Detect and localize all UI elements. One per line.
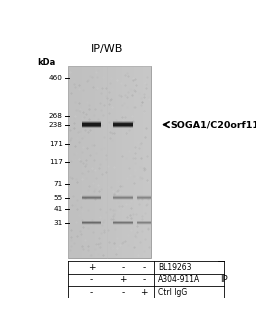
Bar	[97, 66, 99, 258]
Text: +: +	[88, 263, 95, 272]
Bar	[136, 66, 138, 258]
Bar	[91, 66, 93, 258]
Bar	[103, 66, 105, 258]
Text: 31: 31	[54, 220, 63, 225]
Text: A304-911A: A304-911A	[158, 275, 200, 284]
Bar	[105, 66, 107, 258]
Bar	[122, 66, 124, 258]
Bar	[132, 66, 134, 258]
Bar	[141, 66, 143, 258]
Bar	[145, 66, 147, 258]
Text: 41: 41	[54, 206, 63, 212]
Bar	[124, 66, 126, 258]
Text: -: -	[90, 288, 93, 297]
Bar	[149, 66, 151, 258]
Text: -: -	[143, 275, 146, 284]
Text: 171: 171	[49, 141, 63, 147]
Bar	[78, 66, 80, 258]
Bar	[107, 66, 109, 258]
Bar	[134, 66, 136, 258]
Bar	[68, 66, 70, 258]
Text: IP: IP	[220, 275, 227, 284]
Text: 71: 71	[54, 181, 63, 187]
Bar	[76, 66, 78, 258]
Bar	[126, 66, 128, 258]
Bar	[128, 66, 130, 258]
Text: 55: 55	[54, 195, 63, 201]
Bar	[74, 66, 76, 258]
Bar	[130, 66, 132, 258]
Bar	[68, 66, 151, 258]
Bar	[111, 66, 114, 258]
Text: 238: 238	[49, 122, 63, 128]
Text: 117: 117	[49, 159, 63, 165]
Text: +: +	[120, 275, 127, 284]
Bar	[101, 66, 103, 258]
Bar	[72, 66, 74, 258]
Bar	[95, 66, 97, 258]
Text: kDa: kDa	[37, 58, 55, 67]
Bar	[99, 66, 101, 258]
Bar	[138, 66, 141, 258]
Bar	[89, 66, 91, 258]
Bar	[82, 66, 84, 258]
Text: -: -	[122, 263, 125, 272]
Bar	[80, 66, 82, 258]
Text: SOGA1/C20orf117: SOGA1/C20orf117	[170, 120, 256, 129]
Bar	[143, 66, 145, 258]
Bar	[70, 66, 72, 258]
Bar	[147, 66, 149, 258]
Text: 460: 460	[49, 75, 63, 81]
Bar	[116, 66, 118, 258]
Bar	[114, 66, 116, 258]
Bar	[87, 66, 89, 258]
Text: -: -	[143, 263, 146, 272]
Text: -: -	[90, 275, 93, 284]
Bar	[109, 66, 111, 258]
Text: IP/WB: IP/WB	[91, 44, 124, 54]
Text: 268: 268	[49, 113, 63, 119]
Bar	[93, 66, 95, 258]
Bar	[120, 66, 122, 258]
Text: -: -	[122, 288, 125, 297]
Text: BL19263: BL19263	[158, 263, 191, 272]
Bar	[118, 66, 120, 258]
Text: +: +	[140, 288, 148, 297]
Text: Ctrl IgG: Ctrl IgG	[158, 288, 187, 297]
Bar	[84, 66, 87, 258]
